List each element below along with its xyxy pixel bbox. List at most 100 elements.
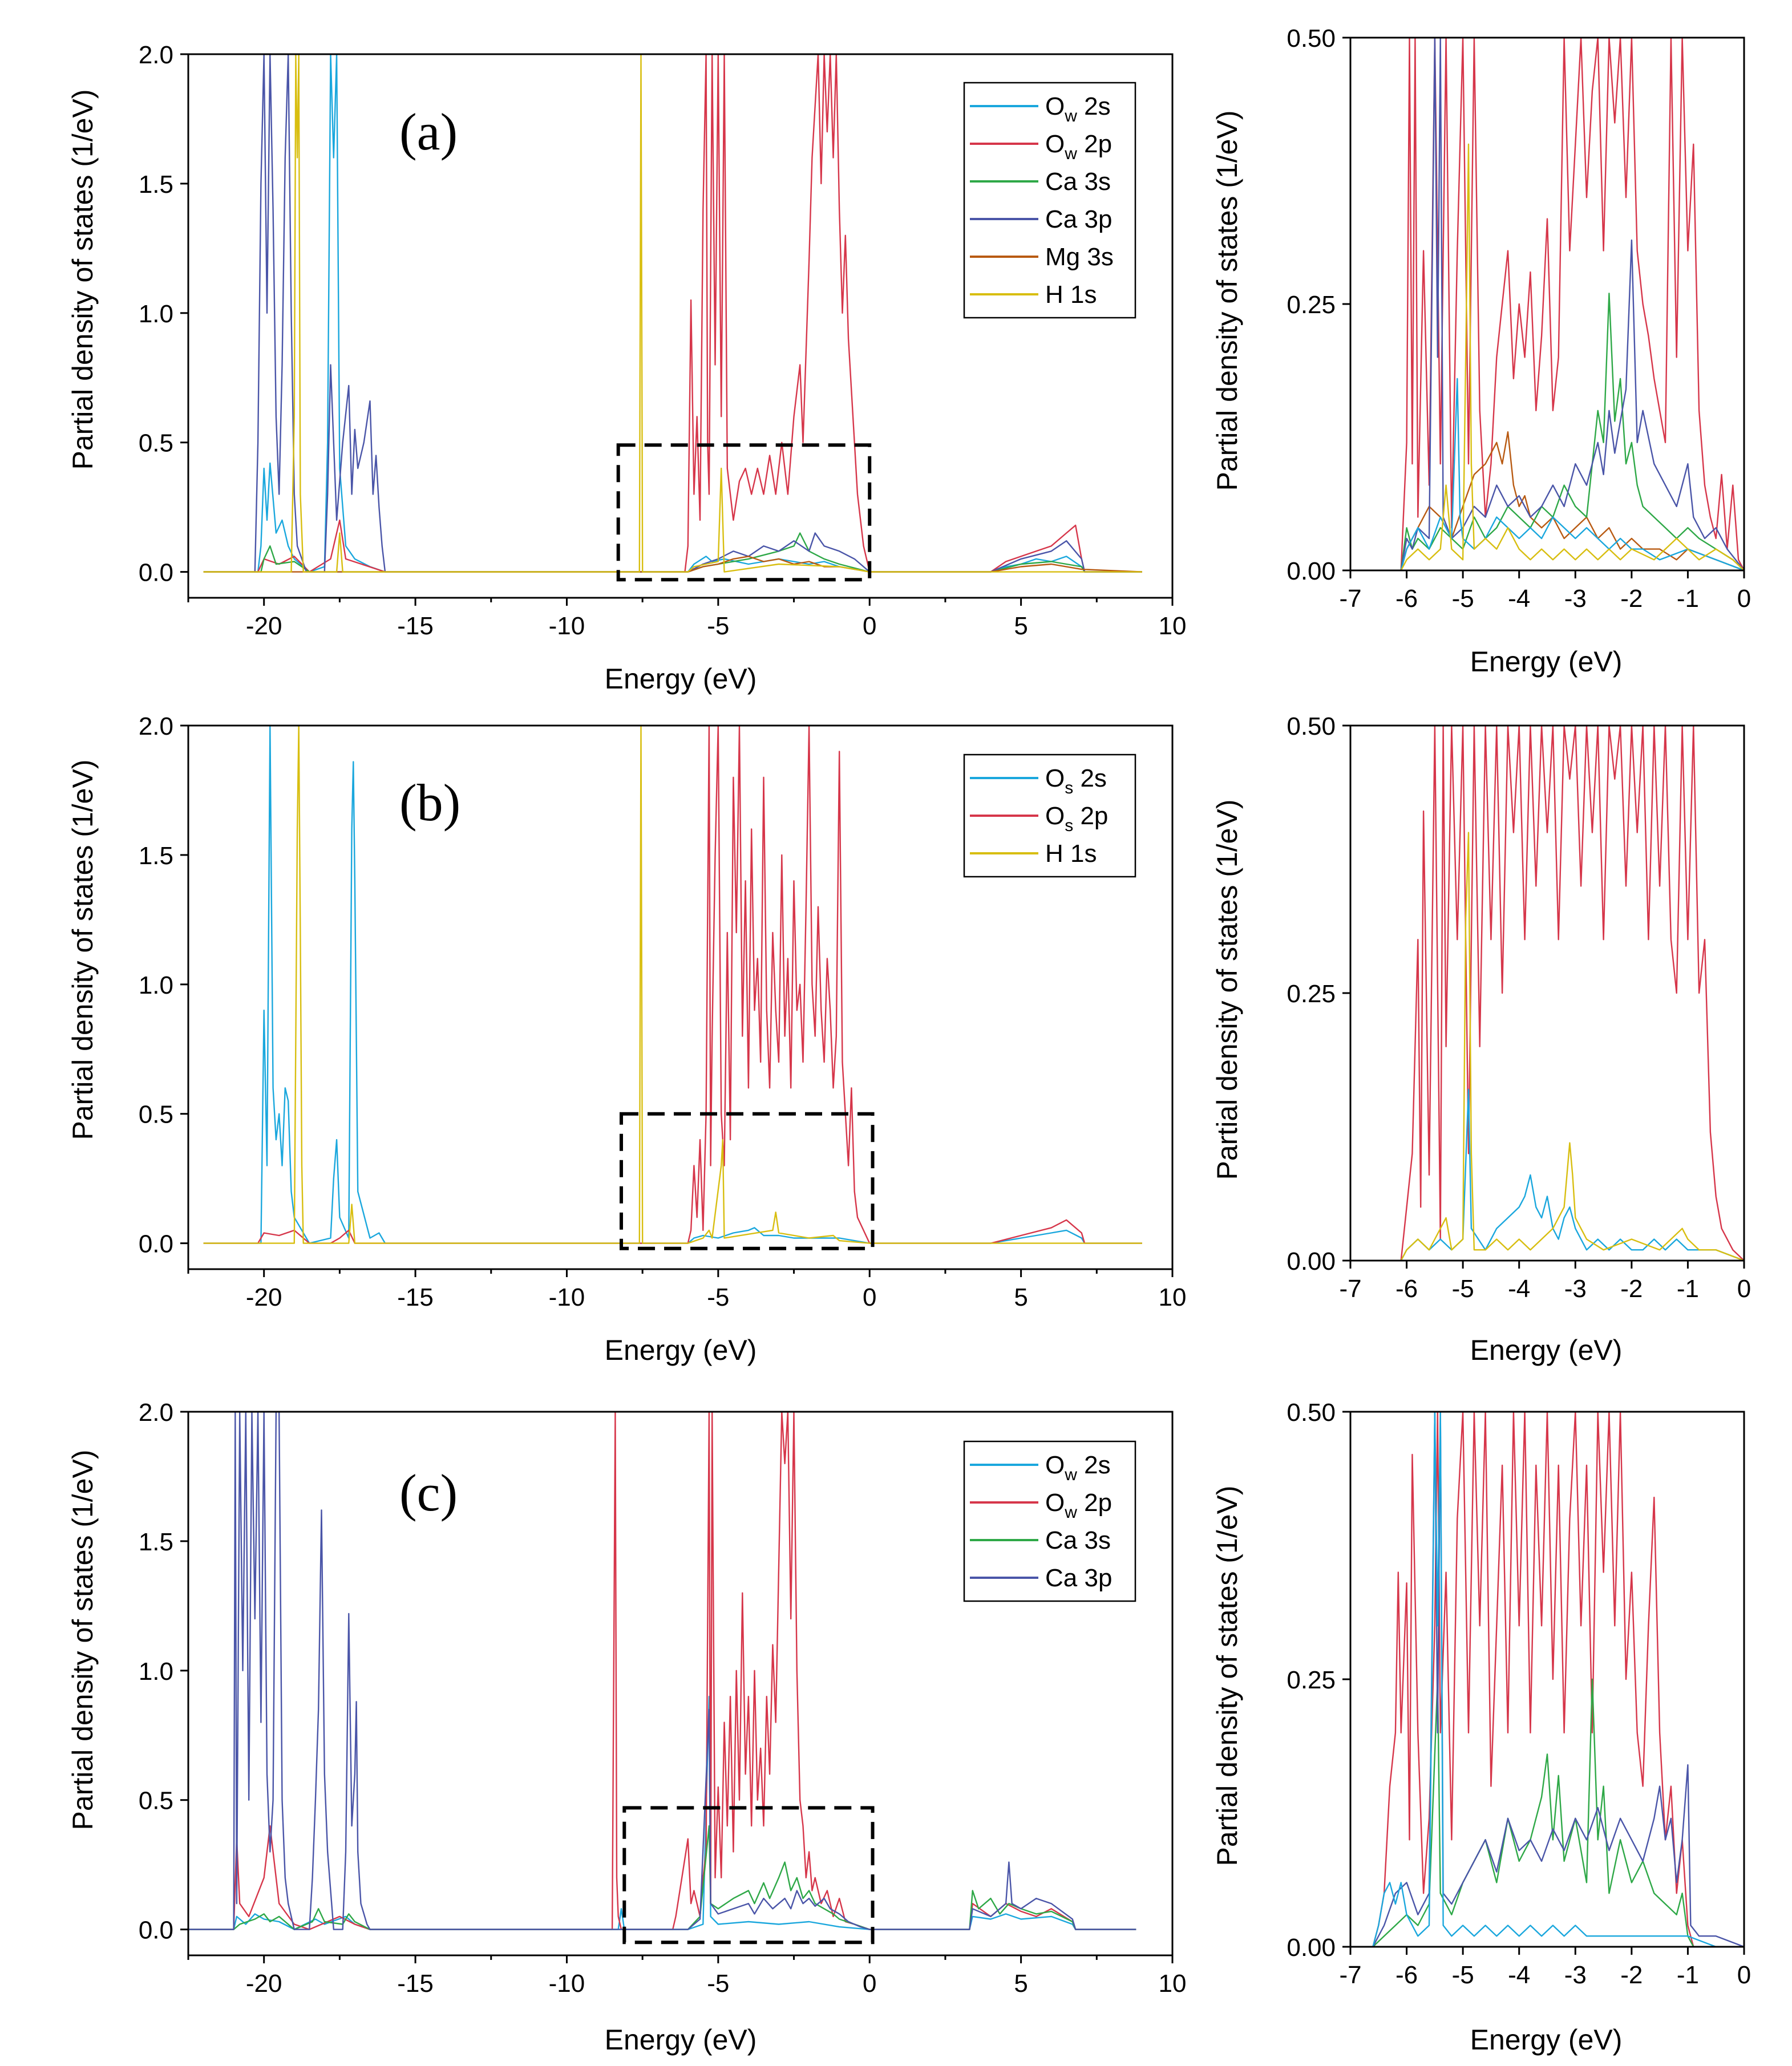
legend-label: Mg 3s — [1045, 243, 1114, 271]
legend: Ow 2s Ow 2p Ca 3s Ca 3p — [963, 1440, 1136, 1602]
series-line-ca-3s — [1350, 1678, 1744, 1947]
y-axis-label: Partial density of states (1/eV) — [1211, 111, 1243, 491]
y-axis-label: Partial density of states (1/eV) — [67, 1450, 99, 1830]
x-tick-label: -10 — [549, 1970, 585, 1998]
plot-area — [187, 1411, 1174, 1956]
x-tick-label: 0 — [863, 612, 876, 640]
series-line-h-1s — [1350, 143, 1744, 570]
x-tick-label: -4 — [1508, 1961, 1530, 1989]
series-line-ca-3p — [1350, 38, 1744, 570]
legend-label: Ow 2p — [1045, 1489, 1112, 1522]
legend: Os 2s Os 2p H 1s — [963, 754, 1136, 878]
panel-c-zoom: -7 -6 -5 -4 -3 -2 -1 00.000.250.50 Energy (eV) … — [1211, 1399, 1751, 2056]
legend-label: Ca 3s — [1045, 168, 1111, 196]
legend-label: Ow 2p — [1045, 130, 1112, 163]
x-tick-label: -3 — [1564, 585, 1587, 613]
legend-frame — [963, 1440, 1136, 1602]
axis-ticks: -7 -6 -5 -4 -3 -2 -1 0 0.00 0.25 0.50 — [1287, 1399, 1751, 1989]
x-tick-label: -6 — [1395, 585, 1418, 613]
axis-ticks: -20 -15 -10 -5 0 5 10 0.0 0.5 1.0 1.5 2.0 — [139, 1399, 1187, 1998]
series-line-o-s-2p — [203, 726, 1142, 1244]
x-tick-label: -3 — [1564, 1961, 1587, 1989]
legend-label: H 1s — [1045, 281, 1097, 309]
series-line-ca-3p — [203, 54, 1142, 573]
legend-entry: Mg 3s — [970, 243, 1114, 271]
x-tick-label: -1 — [1677, 585, 1699, 613]
legend-label: Ca 3s — [1045, 1526, 1111, 1554]
series-line-mg-3s — [203, 556, 1142, 573]
x-tick-label: 10 — [1159, 612, 1187, 640]
y-tick-label: 1.5 — [139, 842, 173, 870]
x-tick-label: -6 — [1395, 1961, 1418, 1989]
y-tick-label: 0.00 — [1287, 1247, 1336, 1275]
y-axis-label: Partial density of states (1/eV) — [67, 760, 99, 1140]
legend-label: Ow 2s — [1045, 1451, 1111, 1484]
series-line-ca-3s — [203, 532, 1142, 573]
legend-entry: Os 2s — [970, 764, 1107, 797]
x-tick-label: 0 — [1737, 1275, 1751, 1303]
x-tick-label: -15 — [397, 612, 434, 640]
x-tick-label: -7 — [1339, 1961, 1361, 1989]
series-line-o-s-2s — [203, 726, 1142, 1244]
legend-label: Ca 3p — [1045, 205, 1112, 233]
panel-a-zoom: -7 -6 -5 -4 -3 -2 -1 00.000.250.50 Energy (eV) … — [1211, 25, 1751, 678]
y-axis-label: Partial density of states (1/eV) — [1211, 1486, 1243, 1866]
x-tick-label: 10 — [1159, 1283, 1187, 1311]
series-line-o-w-2p — [1350, 1412, 1744, 1947]
y-tick-label: 0.0 — [139, 1917, 173, 1945]
legend-label: Os 2p — [1045, 802, 1108, 835]
plot-frame — [187, 724, 1174, 1270]
zoom-region-outline — [616, 443, 872, 582]
panel-a-full: -20 -15 -10 -5 0 5 10 0.0 0.5 1.0 1.5 2.0 (a) Energ… — [67, 41, 1186, 695]
x-tick-label: -15 — [397, 1970, 434, 1998]
x-tick-label: -2 — [1620, 585, 1643, 613]
x-tick-label: -4 — [1508, 585, 1530, 613]
legend-label: Ow 2s — [1045, 92, 1111, 125]
y-axis-label: Partial density of states (1/eV) — [67, 90, 99, 470]
y-tick-label: 0.25 — [1287, 1666, 1336, 1694]
x-axis-label: Energy (eV) — [1470, 1334, 1623, 1366]
zoom-region-outline — [620, 1112, 875, 1250]
panel-b-zoom: -7 -6 -5 -4 -3 -2 -1 00.000.250.50 Energy (eV) … — [1211, 712, 1751, 1366]
axis-ticks: -7 -6 -5 -4 -3 -2 -1 0 0.00 0.25 0.50 — [1287, 25, 1751, 613]
x-tick-label: -7 — [1339, 1275, 1361, 1303]
x-tick-label: -5 — [1452, 585, 1474, 613]
x-tick-label: -10 — [549, 1283, 585, 1311]
series-line-h-1s — [203, 726, 1142, 1244]
x-tick-label: 5 — [1014, 1970, 1028, 1998]
legend-entry: Ow 2p — [970, 130, 1112, 163]
y-tick-label: 0.00 — [1287, 1934, 1336, 1962]
legend-entry: H 1s — [970, 281, 1097, 309]
axis-ticks: -20 -15 -10 -5 0 5 10 0.0 0.5 1.0 1.5 2.0 — [139, 712, 1187, 1311]
y-tick-label: 1.5 — [139, 171, 173, 199]
legend-entry: Ow 2s — [970, 92, 1111, 125]
zoom-box — [622, 1806, 875, 1945]
y-tick-label: 0.0 — [139, 1230, 173, 1258]
legend-entry: Ca 3s — [970, 168, 1111, 196]
panel-label: (a) — [399, 103, 458, 161]
y-tick-label: 1.5 — [139, 1528, 173, 1556]
legend-entry: Os 2p — [970, 802, 1108, 835]
legend-label: Os 2s — [1045, 764, 1107, 797]
y-tick-label: 0.50 — [1287, 1399, 1336, 1427]
y-tick-label: 2.0 — [139, 41, 173, 69]
legend-entry: H 1s — [970, 840, 1097, 868]
panel-b-full: -20 -15 -10 -5 0 5 10 0.0 0.5 1.0 1.5 2.0 (b) Energ… — [67, 712, 1186, 1366]
series-line-o-w-2s — [188, 1696, 1136, 1930]
y-tick-label: 0.25 — [1287, 291, 1336, 319]
x-tick-label: 5 — [1014, 612, 1028, 640]
series-line-o-w-2p — [188, 1412, 1136, 1930]
x-tick-label: -5 — [707, 612, 729, 640]
x-tick-label: -20 — [246, 1283, 282, 1311]
plot-area — [187, 724, 1174, 1270]
y-axis-label: Partial density of states (1/eV) — [1211, 800, 1243, 1180]
x-tick-label: -10 — [549, 612, 585, 640]
x-tick-label: -5 — [707, 1283, 729, 1311]
x-tick-label: -20 — [246, 1970, 282, 1998]
legend-label: Ca 3p — [1045, 1564, 1112, 1592]
plot-area — [1349, 37, 1745, 572]
y-tick-label: 1.0 — [139, 971, 173, 999]
x-tick-label: -5 — [1452, 1961, 1474, 1989]
x-tick-label: -7 — [1339, 585, 1361, 613]
